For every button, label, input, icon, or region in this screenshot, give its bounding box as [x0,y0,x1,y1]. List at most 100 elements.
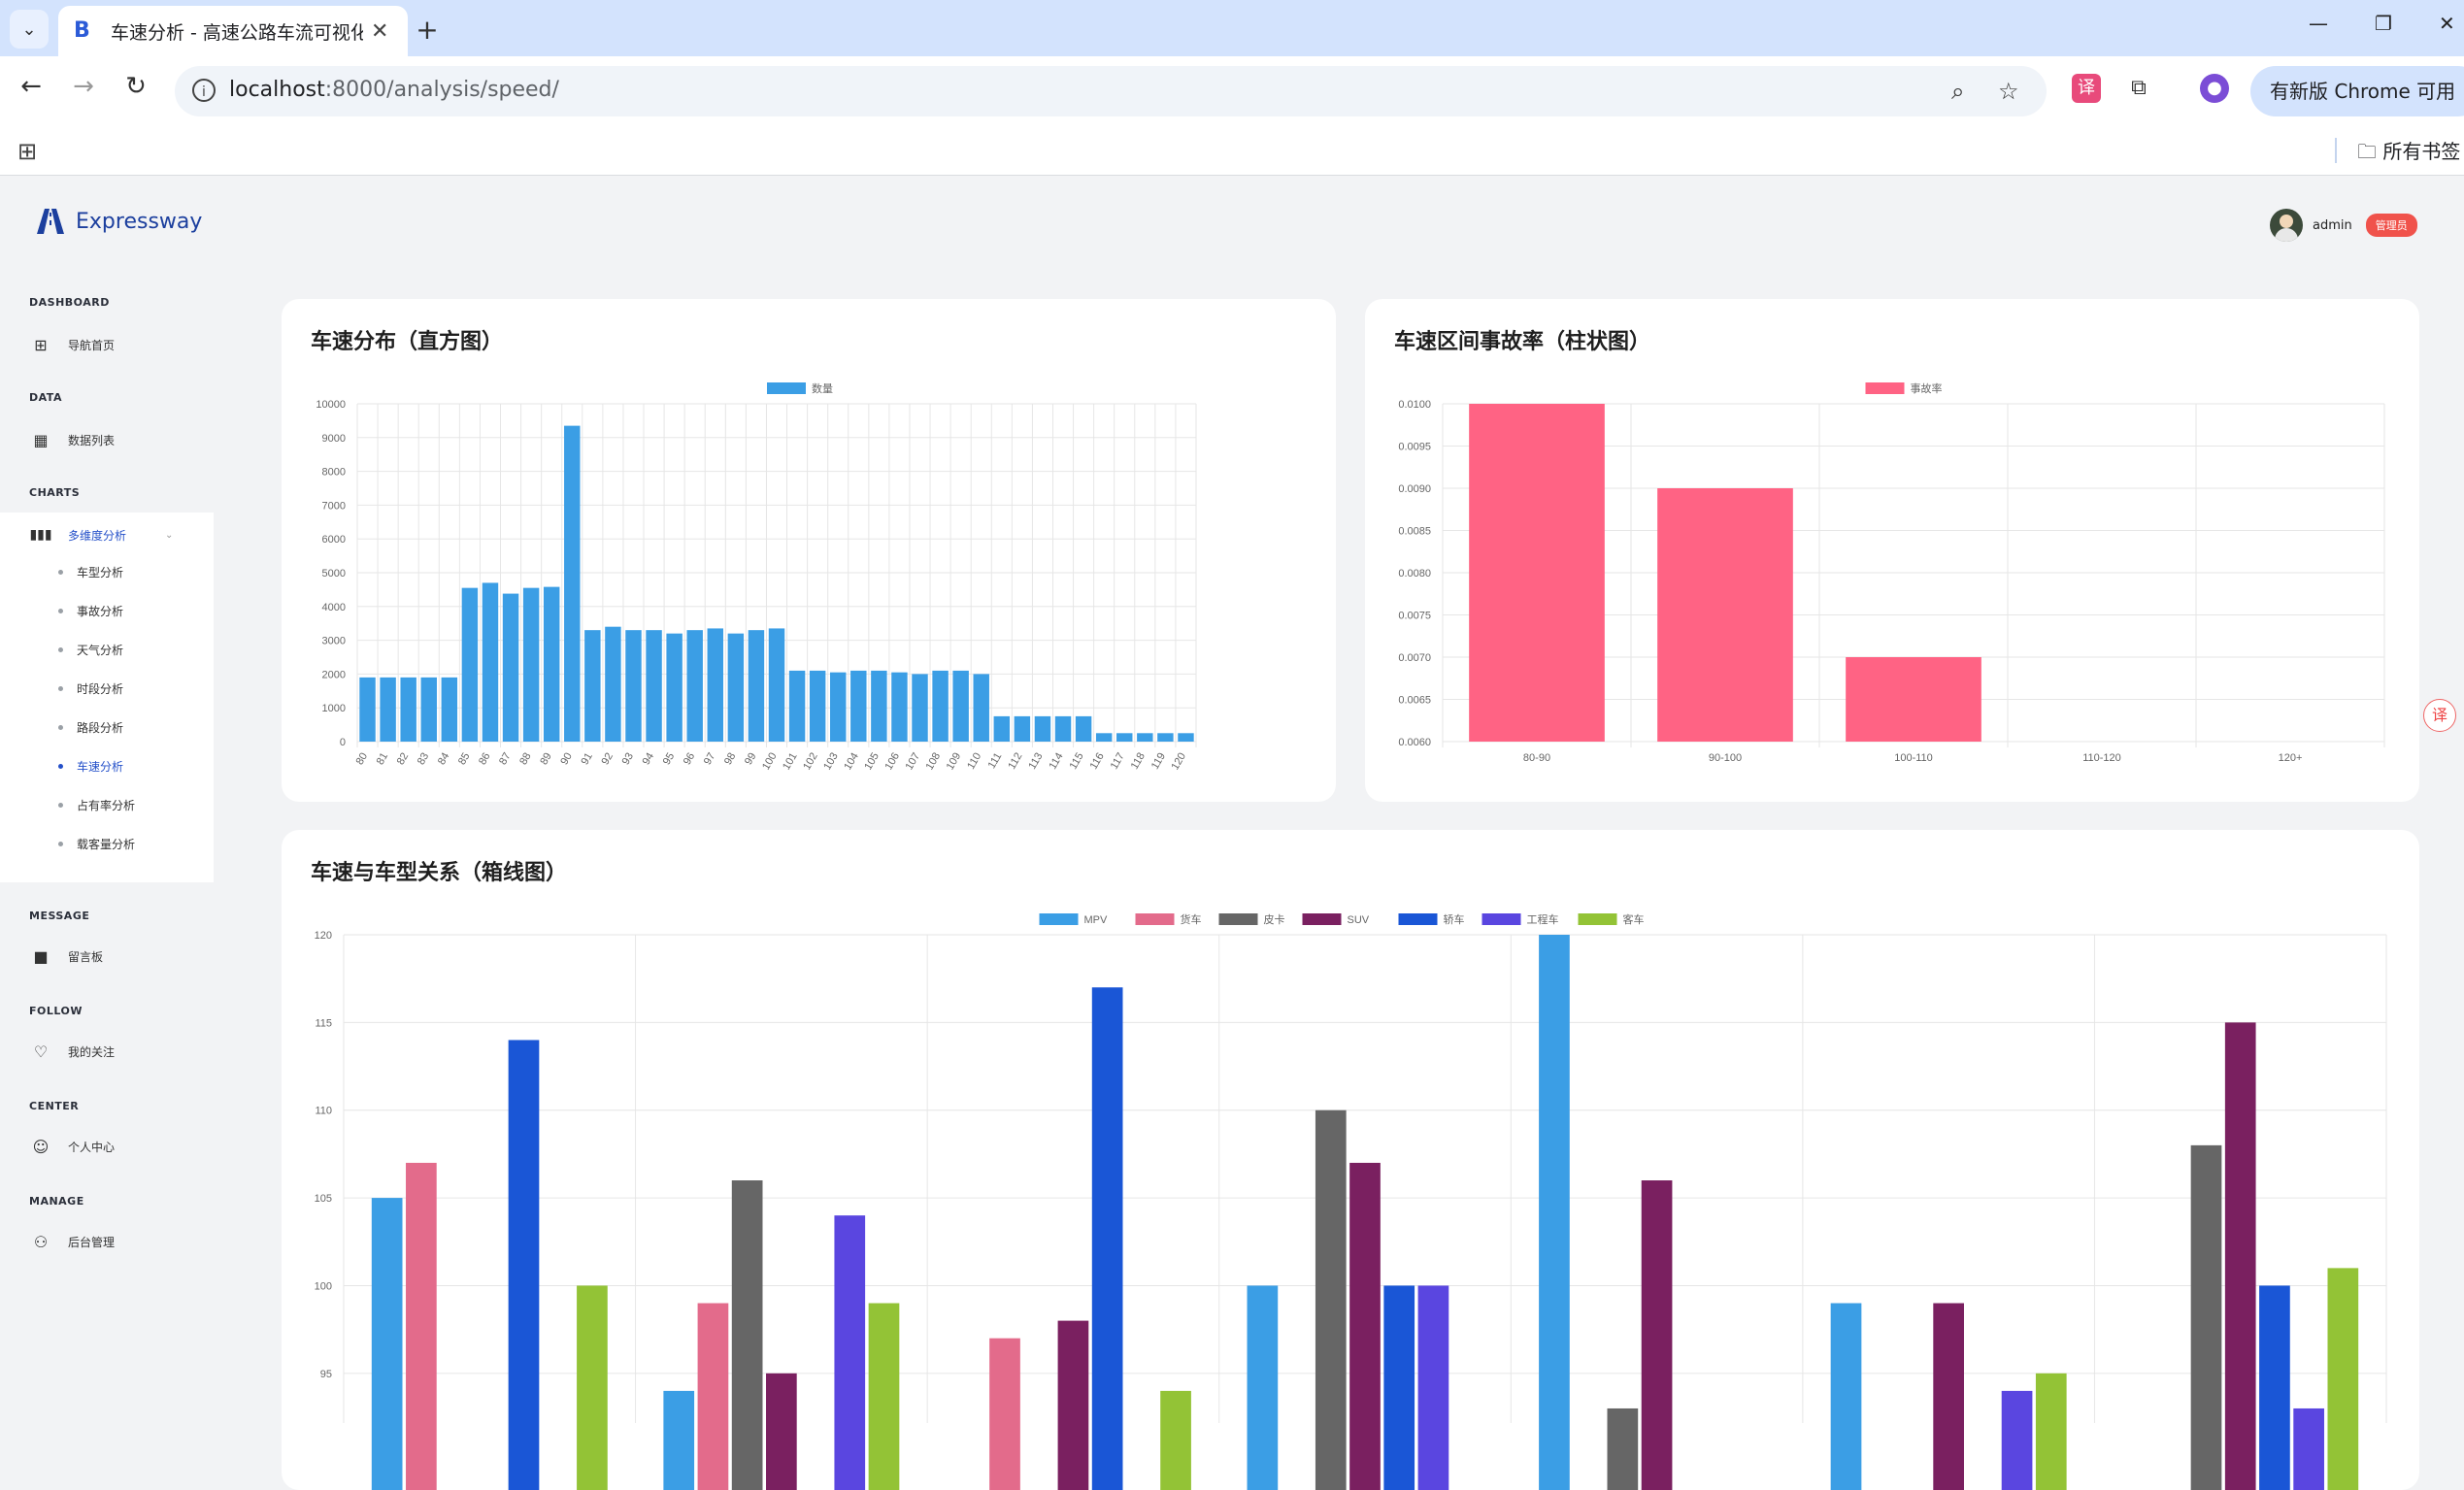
x-tick-label: 117 [1109,751,1127,772]
nav-item-my-follow[interactable]: ♡ 我的关注 [29,1040,115,1063]
close-icon[interactable]: ✕ [371,18,389,44]
sub-item-passenger[interactable]: 载客量分析 [58,836,135,852]
bullet-icon [58,764,63,769]
bar-客车-g6 [2035,1373,2067,1490]
x-tick-label: 99 [743,751,759,768]
restore-icon[interactable]: ❐ [2375,12,2392,35]
legend-swatch [1039,913,1079,925]
bar-皮卡-g7 [2190,1144,2222,1490]
card-accident-rate: 0.0060 0.0065 0.0070 0.0075 0.0080 0.0085 0.00… [1365,299,2419,802]
forward-icon[interactable]: → [73,72,94,101]
address-bar[interactable]: i localhost:8000/analysis/speed/ ⌕ ☆ [175,66,2047,116]
user-menu[interactable]: admin 管理员 [2270,209,2417,242]
bar-货车-g2 [697,1303,729,1490]
app-logo[interactable]: Expressway [35,209,202,234]
url-text[interactable]: localhost:8000/analysis/speed/ [229,78,559,102]
nav-item-multi-analysis[interactable]: ▮▮▮ 多维度分析 ⌄ [29,523,173,546]
bullet-icon [58,647,63,652]
nav-item-message-board[interactable]: ■ 留言板 [29,944,103,968]
x-tick-label: 84 [436,751,452,768]
bar-数量-118 [1137,733,1153,742]
nav-item-home[interactable]: ⊞ 导航首页 [29,333,115,356]
sidebar: Expressway DASHBOARD ⊞ 导航首页 DATA ▦ 数据列表 … [0,176,214,1462]
browser-tabbar: ⌄ B 车速分析 - 高速公路车流可视化 ✕ + — ❐ ✕ [0,0,2464,56]
legend-swatch [1578,913,1617,925]
bar-数量-96 [686,630,703,742]
extensions-icon[interactable]: ⧉ [2131,76,2147,100]
sub-item-label: 载客量分析 [77,838,136,851]
bar-事故率-80-90 [1469,404,1605,742]
sub-item-label: 时段分析 [77,682,124,696]
new-tab-button[interactable]: + [416,13,439,46]
chrome-update-button[interactable]: 有新版 Chrome 可用 ⋮ [2250,66,2464,116]
bullet-icon [58,803,63,808]
bar-轿车-g4 [1383,1285,1415,1490]
bar-SUV-g6 [1933,1303,1964,1490]
reload-icon[interactable]: ↻ [125,72,147,101]
y-tick-label: 0.0085 [1398,526,1431,538]
bar-皮卡-g5 [1607,1407,1639,1490]
apps-grid-icon[interactable]: ⊞ [17,138,38,165]
legend-label: 数量 [812,382,833,395]
nav-item-profile[interactable]: ☺ 个人中心 [29,1135,115,1158]
back-icon[interactable]: ← [20,72,42,101]
y-tick-label: 0.0095 [1398,442,1431,453]
nav-label: 数据列表 [68,433,116,447]
sub-item-occupancy[interactable]: 占有率分析 [58,797,135,813]
y-tick-label: 0.0060 [1398,737,1431,748]
sub-item-time[interactable]: 时段分析 [58,680,123,697]
section-title-message: MESSAGE [29,910,90,922]
all-bookmarks-folder[interactable]: 🗀 所有书签 [2357,136,2460,171]
profile-icon[interactable]: ● [2200,74,2229,103]
minimize-icon[interactable]: — [2309,12,2328,35]
sub-item-label: 事故分析 [77,605,124,618]
nav-label: 多维度分析 [68,528,127,543]
sub-item-road[interactable]: 路段分析 [58,719,123,736]
legend-swatch [1865,382,1905,394]
bar-数量-120 [1178,733,1194,742]
site-info-icon[interactable]: i [192,79,216,102]
sub-item-speed[interactable]: 车速分析 [58,758,123,775]
nav-item-admin[interactable]: ⚇ 后台管理 [29,1230,115,1253]
tab-search-button[interactable]: ⌄ [10,10,49,49]
zoom-icon[interactable]: ⌕ [1951,78,1965,105]
x-tick-label: 118 [1129,751,1148,772]
sub-item-weather[interactable]: 天气分析 [58,642,123,658]
x-tick-label: 89 [538,751,554,768]
bar-客车-g3 [1160,1390,1191,1490]
bar-MPV-g4 [1247,1285,1279,1490]
translate-float-icon[interactable]: 译 [2423,699,2456,732]
y-tick-label: 1000 [322,703,346,714]
card-speed-vehicle-box: 95 100 105 110 115 120 MPV 货车 皮卡 SUV 轿车 工程车 客车 车速与车型… [282,830,2419,1490]
x-tick-label: 119 [1149,751,1168,772]
avatar [2270,209,2303,242]
browser-tab-active[interactable]: B 车速分析 - 高速公路车流可视化 ✕ [58,6,408,56]
x-tick-label: 93 [620,751,637,768]
bar-数量-117 [1116,733,1133,742]
y-tick-label: 10000 [316,399,346,411]
section-title-dashboard: DASHBOARD [29,296,110,309]
x-tick-label: 90-100 [1709,752,1742,764]
x-tick-label: 90 [558,751,575,768]
x-tick-label: 94 [641,751,657,768]
sub-item-vehicle-type[interactable]: 车型分析 [58,564,123,580]
sub-item-accident[interactable]: 事故分析 [58,603,123,619]
more-menu-icon[interactable]: ⋮ [2462,80,2464,103]
nav-item-data-list[interactable]: ▦ 数据列表 [29,428,115,451]
bar-数量-102 [809,670,826,742]
x-tick-label: 103 [821,751,841,773]
x-tick-label: 81 [375,751,391,768]
legend-swatch [1482,913,1521,925]
y-tick-label: 0.0100 [1398,399,1431,411]
y-tick-label: 8000 [322,467,346,479]
bar-数量-98 [727,633,745,742]
x-tick-label: 110 [965,751,983,772]
legend-swatch [1398,913,1438,925]
close-window-icon[interactable]: ✕ [2439,12,2455,35]
translate-extension-icon[interactable]: 译 [2072,74,2101,103]
bullet-icon [58,725,63,730]
url-path: :8000/analysis/speed/ [324,78,559,102]
x-tick-label: 111 [986,751,1005,771]
star-icon[interactable]: ☆ [1998,78,2019,105]
y-tick-label: 100 [315,1280,332,1292]
